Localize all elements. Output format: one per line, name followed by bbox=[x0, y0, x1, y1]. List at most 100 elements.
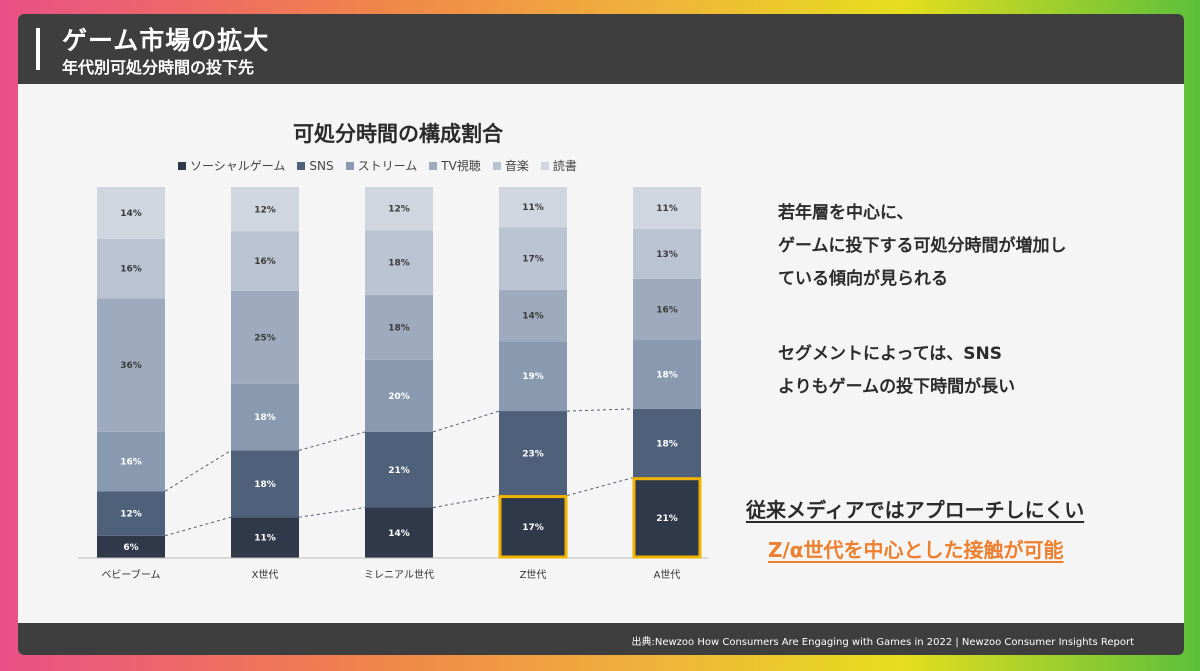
legend-item: SNS bbox=[297, 157, 334, 174]
bar-segment bbox=[365, 431, 433, 508]
bar-segment bbox=[97, 491, 165, 536]
data-label: 20% bbox=[388, 392, 410, 402]
legend-swatch bbox=[429, 161, 438, 170]
bar-segment bbox=[231, 383, 299, 451]
data-label: 14% bbox=[388, 529, 410, 539]
legend-swatch bbox=[297, 161, 306, 170]
bar-segment bbox=[231, 517, 299, 558]
data-label: 17% bbox=[522, 523, 544, 533]
chart-legend: ソーシャルゲーム SNS ストリーム TV視聴 音楽 読書 bbox=[178, 157, 577, 174]
legend-label: ストリーム bbox=[357, 159, 418, 173]
highlight-box bbox=[632, 477, 702, 559]
category-tick-label: ミレニアル世代 bbox=[364, 569, 434, 581]
trend-connector-line bbox=[164, 516, 232, 537]
data-label: 16% bbox=[120, 458, 142, 468]
bar-segment bbox=[499, 341, 567, 412]
data-label: 18% bbox=[388, 323, 410, 333]
chart-title: 可処分時間の構成割合 bbox=[293, 122, 503, 146]
category-tick-label: X世代 bbox=[252, 569, 279, 581]
legend-item: ソーシャルゲーム bbox=[178, 157, 285, 174]
bar-segment bbox=[633, 278, 701, 340]
legend-item: 音楽 bbox=[492, 157, 529, 174]
data-label: 11% bbox=[254, 534, 276, 544]
insight-text-line-3: ている傾向が見られる bbox=[778, 269, 948, 289]
data-label: 17% bbox=[522, 255, 544, 265]
trend-connector-line bbox=[432, 495, 500, 509]
data-label: 16% bbox=[120, 265, 142, 275]
data-label: 11% bbox=[656, 204, 678, 214]
callout-line-1: 従来メディアではアプローチしにくい bbox=[746, 498, 1085, 522]
legend-label: 音楽 bbox=[504, 159, 529, 173]
header-accent-bar bbox=[36, 28, 40, 70]
data-label: 18% bbox=[388, 259, 410, 269]
data-label: 18% bbox=[656, 439, 678, 449]
legend-item: TV視聴 bbox=[429, 157, 481, 174]
data-label: 13% bbox=[656, 250, 678, 260]
bar-segment bbox=[97, 238, 165, 299]
trend-connector-line bbox=[566, 408, 634, 412]
slide-panel: ゲーム市場の拡大 年代別可処分時間の投下先 可処分時間の構成割合 ソーシャルゲー… bbox=[18, 14, 1184, 655]
data-label: 18% bbox=[254, 480, 276, 490]
stacked-bar-chart: 6% 12% 16% 36% 16% 14% ベビーブーム 11% 18% 18% 25% 16% 12… bbox=[78, 187, 708, 581]
category-tick-label: Z世代 bbox=[520, 569, 547, 581]
data-label: 19% bbox=[522, 372, 544, 382]
bar-segment bbox=[633, 229, 701, 279]
legend-swatch bbox=[345, 161, 354, 170]
data-label: 21% bbox=[656, 514, 678, 524]
data-label: 16% bbox=[656, 305, 678, 315]
bar-segment bbox=[633, 408, 701, 478]
bar-segment bbox=[231, 187, 299, 232]
bar-segment bbox=[97, 298, 165, 432]
bar-segment bbox=[231, 231, 299, 291]
legend-label: ソーシャルゲーム bbox=[190, 159, 286, 173]
bar-segment bbox=[633, 339, 701, 409]
bar-segment bbox=[499, 289, 567, 342]
slide-title: ゲーム市場の拡大 bbox=[62, 26, 270, 55]
bar-segment bbox=[231, 450, 299, 518]
source-citation: 出典:Newzoo How Consumers Are Engaging wit… bbox=[631, 637, 1135, 648]
bar-segment bbox=[365, 359, 433, 432]
bar-segment bbox=[499, 411, 567, 496]
callout-line-2: Z/α世代を中心とした接触が可能 bbox=[768, 538, 1064, 562]
insight-text-line-4: セグメントによっては、SNS bbox=[778, 344, 1003, 364]
legend-label: 読書 bbox=[552, 159, 577, 173]
bar-segment bbox=[633, 477, 701, 558]
insight-text-line-5: よりもゲームの投下時間が長い bbox=[778, 377, 1016, 397]
bar-segment bbox=[97, 431, 165, 492]
bar-segment bbox=[633, 187, 701, 230]
data-label: 12% bbox=[388, 205, 410, 215]
data-label: 25% bbox=[254, 333, 276, 343]
bar-segment bbox=[499, 495, 567, 558]
data-label: 6% bbox=[123, 543, 138, 553]
category-tick-label: ベビーブーム bbox=[101, 568, 160, 581]
data-label: 12% bbox=[254, 205, 276, 215]
legend-swatch bbox=[540, 161, 549, 170]
footer: 出典:Newzoo How Consumers Are Engaging wit… bbox=[18, 623, 1184, 655]
data-label: 12% bbox=[120, 509, 142, 519]
legend-label: SNS bbox=[309, 158, 334, 173]
trend-connector-line bbox=[298, 431, 366, 451]
bar-segment bbox=[97, 187, 165, 239]
insight-text-line-1: 若年層を中心に、 bbox=[778, 203, 914, 223]
bar-segment bbox=[97, 535, 165, 558]
bar-segment bbox=[365, 187, 433, 231]
data-label: 21% bbox=[388, 466, 410, 476]
category-tick-label: A世代 bbox=[654, 569, 681, 581]
legend-swatch bbox=[492, 161, 501, 170]
trend-connector-line bbox=[164, 449, 232, 492]
legend-item: 読書 bbox=[540, 157, 577, 174]
data-label: 14% bbox=[522, 312, 544, 322]
data-label: 18% bbox=[254, 413, 276, 423]
data-label: 11% bbox=[522, 203, 544, 213]
slide-subtitle: 年代別可処分時間の投下先 bbox=[62, 58, 255, 77]
insight-text-line-2: ゲームに投下する可処分時間が増加し bbox=[778, 236, 1067, 256]
legend-label: TV視聴 bbox=[441, 159, 481, 173]
data-label: 18% bbox=[656, 370, 678, 380]
bar-segment bbox=[231, 290, 299, 384]
legend-swatch bbox=[178, 161, 186, 170]
data-label: 16% bbox=[254, 257, 276, 267]
bar-segment bbox=[365, 295, 433, 360]
bar-segment bbox=[365, 230, 433, 296]
highlight-box bbox=[498, 495, 568, 559]
bar-segment bbox=[499, 187, 567, 228]
